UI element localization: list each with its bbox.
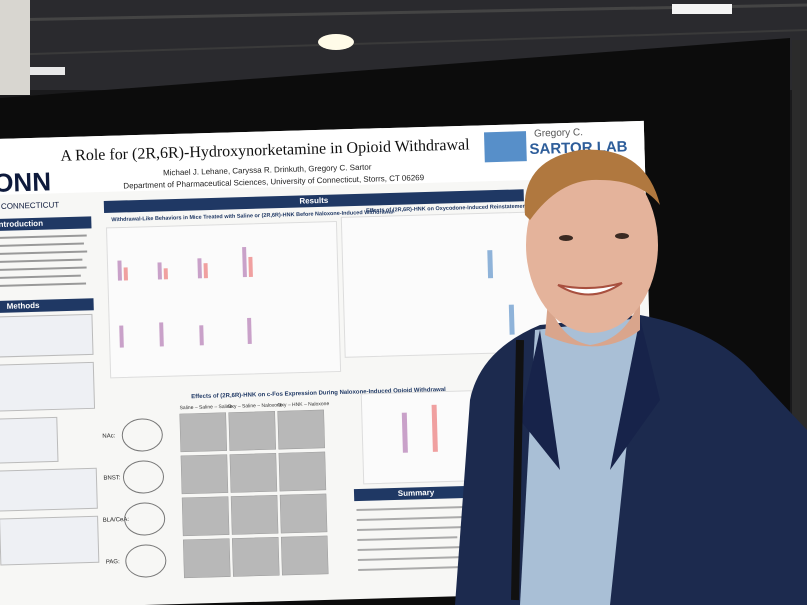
text-line (357, 525, 468, 532)
method-box (0, 515, 100, 566)
column-header: Oxy – Saline – Naloxone (227, 402, 282, 410)
pillar (0, 0, 30, 95)
region-label: PAG: (106, 559, 120, 565)
micrograph (231, 536, 280, 577)
mini-bar (157, 262, 162, 280)
truss (0, 29, 807, 56)
text-line (356, 505, 467, 512)
figure-title: Effects of (2R,6R)-HNK on Oxycodone-Indu… (366, 203, 533, 214)
section-heading: Methods (7, 301, 41, 311)
mini-bar (123, 267, 128, 281)
micrograph (229, 453, 278, 493)
neck (545, 300, 640, 347)
text-line (0, 250, 88, 256)
face (526, 157, 658, 333)
mini-bar (248, 256, 253, 277)
summary-text (356, 505, 468, 572)
micrograph (230, 494, 279, 535)
logo: ONN (0, 166, 51, 198)
mini-bar (199, 325, 204, 346)
column-header: Saline – Saline – Saline (179, 404, 232, 411)
micrograph (279, 493, 328, 534)
text-line (0, 274, 81, 280)
eye (615, 233, 629, 239)
text-line (356, 516, 462, 522)
method-box (0, 416, 59, 464)
smile (557, 282, 623, 296)
text-line (0, 282, 87, 288)
mini-bar (401, 412, 408, 453)
lab-person: Gregory C. (534, 127, 583, 139)
micrograph (179, 412, 228, 453)
section-bar (353, 485, 480, 502)
brain-atlas (121, 418, 167, 578)
micrograph (181, 496, 230, 537)
brain-section (122, 460, 164, 494)
section-bar (0, 298, 94, 314)
lapel (520, 330, 560, 470)
micrographs (179, 409, 329, 579)
mini-bar (247, 317, 252, 345)
eye (559, 235, 573, 241)
column-header: Oxy – HNK – Naloxone (277, 401, 329, 408)
text-line (357, 556, 462, 562)
mini-bar (197, 258, 202, 279)
region-label: BNST: (103, 475, 120, 481)
poster-header (0, 120, 646, 196)
section-heading: Results (299, 196, 329, 206)
micrograph (278, 451, 327, 492)
method-box (0, 361, 96, 412)
ceiling-light (318, 34, 354, 50)
brain-section (121, 418, 163, 452)
mini-bars (117, 247, 515, 453)
brain-section (124, 502, 166, 536)
micrograph (280, 535, 329, 576)
micrograph (182, 538, 231, 579)
section-bar (0, 216, 92, 232)
micrograph (228, 411, 277, 451)
figure-panel (360, 390, 475, 485)
text-line (0, 234, 87, 240)
mini-bar (119, 325, 124, 348)
region-label: NAc: (102, 433, 115, 439)
section-heading: Summary (398, 488, 435, 498)
text-line (358, 566, 465, 572)
text-line (357, 546, 466, 552)
mini-bar (203, 263, 208, 279)
hair (524, 149, 660, 220)
mini-bar (163, 268, 168, 280)
region-label: BLA/CeA: (103, 517, 130, 524)
mini-bar (117, 260, 122, 281)
mini-bar (487, 250, 494, 279)
micrograph (180, 454, 229, 495)
text-line (0, 266, 87, 272)
text-line (357, 536, 458, 542)
ceiling-light (672, 4, 732, 14)
mini-bar (159, 322, 164, 347)
lanyard (511, 339, 524, 601)
mini-bar (508, 304, 515, 335)
mini-bar (242, 247, 247, 278)
method-box (0, 467, 98, 512)
lapel (610, 318, 660, 470)
person (455, 149, 807, 605)
method-box (0, 313, 94, 358)
section-heading: Introduction (0, 219, 43, 229)
text-line (0, 242, 84, 248)
brain-section (125, 544, 167, 578)
lab-icon (483, 131, 527, 163)
intro-text (0, 234, 88, 288)
micrograph (277, 409, 325, 450)
section-bar (103, 189, 524, 213)
ceiling-light (30, 67, 65, 75)
figure-panel (105, 220, 342, 379)
shirt (520, 318, 640, 605)
mini-bar (431, 404, 438, 452)
logo-subtitle: F CONNECTICUT (0, 200, 59, 211)
text-line (0, 258, 83, 264)
